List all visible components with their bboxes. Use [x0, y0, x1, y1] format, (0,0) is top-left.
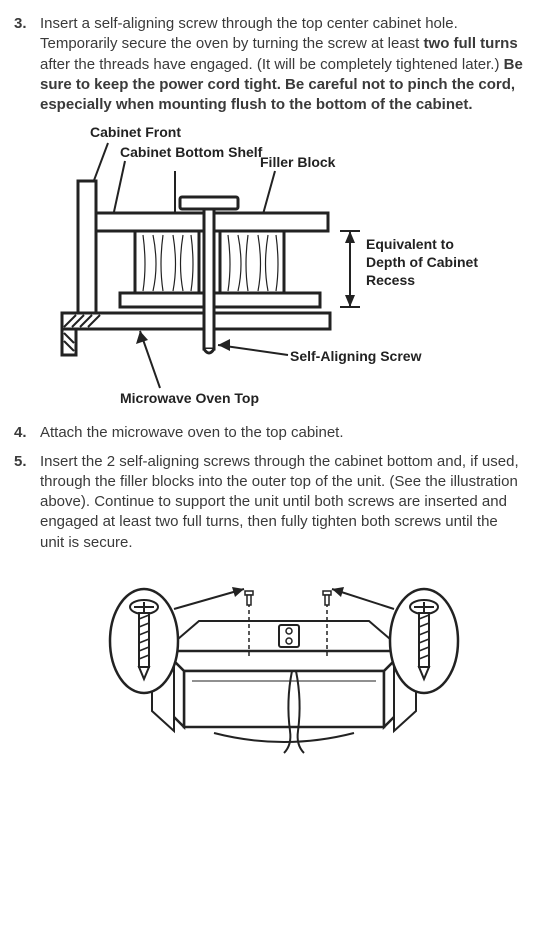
- microwave-body-icon: [164, 651, 404, 727]
- step-4-text: Attach the microwave oven to the top cab…: [40, 423, 526, 443]
- diagram-microwave-mounting: [104, 561, 526, 761]
- step-3-number: 3.: [14, 14, 40, 115]
- label-equiv-3: Recess: [366, 272, 415, 288]
- label-filler-block: Filler Block: [260, 154, 336, 170]
- depth-bracket: [340, 231, 360, 307]
- label-cabinet-front: Cabinet Front: [90, 124, 181, 140]
- filler-block-right: [220, 231, 284, 293]
- step-3-body: Insert a self-aligning screw through the…: [40, 14, 526, 115]
- filler-block-left: [135, 231, 199, 293]
- step-5-number: 5.: [14, 452, 40, 553]
- step-5: 5. Insert the 2 self-aligning screws thr…: [14, 452, 526, 553]
- label-self-aligning-screw: Self-Aligning Screw: [290, 348, 422, 364]
- step-5-text: Insert the 2 self-aligning screws throug…: [40, 452, 526, 553]
- step-3-bold-a: two full turns: [424, 35, 518, 52]
- step-3-text-b: after the threads have engaged. (It will…: [40, 56, 504, 73]
- step-3-text-a: Insert a self-aligning screw through the…: [40, 15, 458, 52]
- step-3: 3. Insert a self-aligning screw through …: [14, 14, 526, 115]
- label-equiv-2: Depth of Cabinet: [366, 254, 478, 270]
- wall-outlet-icon: [279, 625, 299, 647]
- label-microwave-oven-top: Microwave Oven Top: [120, 390, 259, 406]
- diagram-cabinet-cross-section: Cabinet Front Cabinet Bottom Shelf Fille…: [40, 123, 526, 413]
- step-4: 4. Attach the microwave oven to the top …: [14, 423, 526, 443]
- screw-callout-left-icon: [110, 589, 178, 693]
- step-4-number: 4.: [14, 423, 40, 443]
- screw-callout-right-icon: [390, 589, 458, 693]
- label-cabinet-bottom-shelf: Cabinet Bottom Shelf: [120, 144, 263, 160]
- label-equiv-1: Equivalent to: [366, 236, 454, 252]
